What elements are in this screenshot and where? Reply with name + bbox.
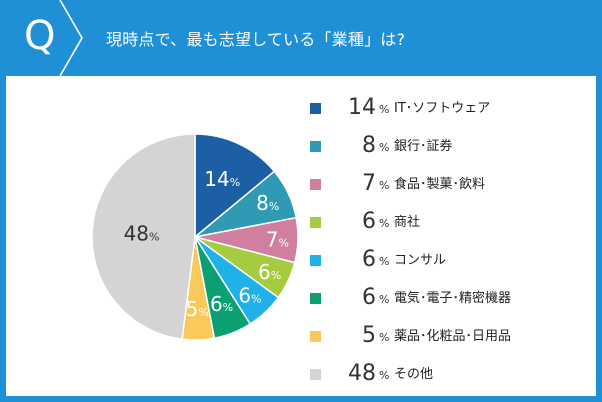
legend-unit: % (379, 103, 390, 116)
legend-label: 銀行･証券 (394, 139, 453, 154)
pie-slice-1 (194, 133, 276, 239)
legend-value: 6 (362, 209, 376, 234)
legend-label: その他 (394, 367, 434, 382)
legend-unit: % (379, 331, 390, 344)
pie-slice-label-5: 6% (238, 284, 261, 308)
pie-slice-8 (91, 133, 196, 341)
legend-swatch (310, 179, 321, 190)
legend-item: 6% 電気･電子･精密機器 (310, 280, 570, 318)
legend-value: 48 (348, 361, 376, 386)
question-text: 現時点で、最も志望している「業種」は? (106, 30, 406, 49)
pie-slice-label-6: 6% (210, 292, 233, 316)
legend-item: 6% 商社 (310, 204, 570, 242)
chart-panel: 14% 8% 7% 6% 6% 6% 5% 48% 14% IT･ソフトウェア 8% 銀行･証券 7%… (6, 76, 596, 396)
legend-label: 電気･電子･精密機器 (394, 291, 512, 306)
legend-item: 48% その他 (310, 356, 570, 394)
legend-swatch (310, 331, 321, 342)
pie-slice-label-8: 48% (124, 222, 160, 246)
pie-slice-label-1: 14% (204, 167, 240, 191)
chart-legend: 14% IT･ソフトウェア 8% 銀行･証券 7% 食品･製菓･飲料 6% 商社 6% コンサル 6… (310, 90, 570, 394)
legend-swatch (310, 255, 321, 266)
legend-label: 薬品･化粧品･日用品 (394, 329, 512, 344)
legend-value: 5 (362, 323, 376, 348)
legend-value: 6 (362, 247, 376, 272)
legend-item: 14% IT･ソフトウェア (310, 90, 570, 128)
legend-label: 商社 (394, 215, 421, 230)
legend-item: 6% コンサル (310, 242, 570, 280)
legend-swatch (310, 103, 321, 114)
pie-slice-label-2: 8% (256, 191, 279, 215)
legend-item: 7% 食品･製菓･飲料 (310, 166, 570, 204)
legend-item: 5% 薬品･化粧品･日用品 (310, 318, 570, 356)
legend-value: 7 (362, 171, 376, 196)
legend-swatch (310, 369, 321, 380)
legend-value: 6 (362, 285, 376, 310)
pie-chart: 14%8%7%6%6%6%5%48% (91, 133, 299, 341)
q-badge: Q (24, 13, 56, 59)
legend-swatch (310, 217, 321, 228)
legend-value: 8 (362, 133, 376, 158)
legend-swatch (310, 141, 321, 152)
legend-label: 食品･製菓･飲料 (394, 177, 486, 192)
legend-label: コンサル (394, 253, 447, 268)
legend-unit: % (379, 255, 390, 268)
legend-unit: % (379, 217, 390, 230)
legend-label: IT･ソフトウェア (394, 101, 491, 116)
pie-slice-label-7: 5% (186, 297, 209, 321)
legend-unit: % (379, 369, 390, 382)
legend-unit: % (379, 141, 390, 154)
pie-slice-label-3: 7% (266, 228, 289, 252)
legend-item: 8% 銀行･証券 (310, 128, 570, 166)
pie-slice-label-4: 6% (258, 260, 281, 284)
legend-value: 14 (348, 95, 376, 120)
legend-swatch (310, 293, 321, 304)
legend-unit: % (379, 179, 390, 192)
legend-unit: % (379, 293, 390, 306)
question-header: Q 現時点で、最も志望している「業種」は? (0, 0, 602, 76)
chevron-right-icon (59, 0, 83, 76)
